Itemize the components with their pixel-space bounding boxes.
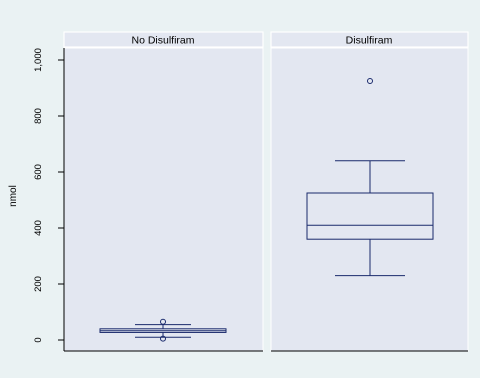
y-tick-label: 600 (33, 164, 44, 180)
panel-title-no-disulfiram: No Disulfiram (131, 35, 194, 47)
y-tick-label: 200 (33, 276, 44, 292)
panel-title-disulfiram: Disulfiram (346, 35, 393, 47)
y-tick-label: 800 (33, 108, 44, 124)
outlier-point-no-disulfiram (160, 318, 166, 325)
plot-area-disulfiram (270, 47, 469, 352)
panel-strip-disulfiram (270, 31, 469, 48)
panel-strip-no-disulfiram (63, 31, 264, 48)
y-tick-label: 400 (33, 220, 44, 236)
plot-area-no-disulfiram (63, 47, 264, 352)
y-tick-label: 1,000 (33, 48, 44, 72)
y-axis-title: nmol (8, 185, 19, 207)
boxes (99, 78, 434, 342)
box-disulfiram (306, 192, 434, 240)
outlier-point-disulfiram (367, 78, 373, 84)
y-tick-label: 0 (33, 337, 44, 342)
y-ticks: 0 200 400 600 800 1,000 (33, 48, 64, 343)
outlier-point-no-disulfiram (160, 335, 166, 342)
